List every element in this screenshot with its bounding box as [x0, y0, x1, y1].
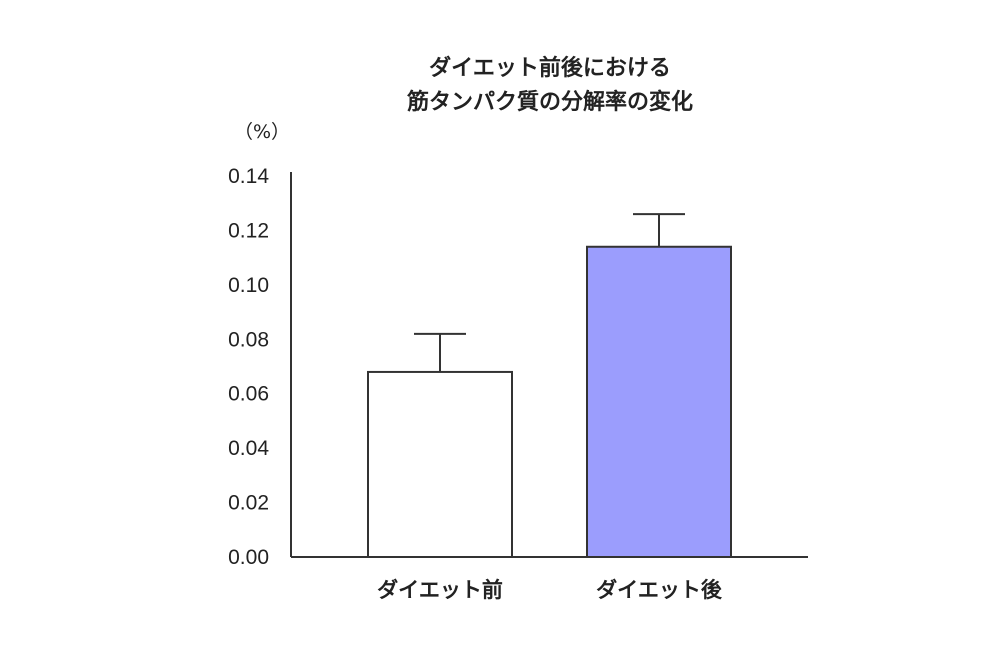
- y-tick-label: 0.00: [228, 546, 269, 569]
- chart-title: ダイエット前後における 筋タンパク質の分解率の変化: [300, 52, 800, 120]
- y-tick-label: 0.08: [228, 328, 269, 351]
- y-tick-label: 0.14: [228, 165, 269, 188]
- x-axis-labels: ダイエット前 ダイエット後: [377, 578, 723, 602]
- y-tick-label: 0.06: [228, 383, 269, 406]
- y-axis-ticks: 0.00 0.02 0.04 0.06 0.08 0.10 0.12 0.14: [228, 165, 269, 569]
- chart-title-line-1: ダイエット前後における: [429, 56, 671, 81]
- bars: [367, 213, 732, 559]
- y-tick-label: 0.12: [228, 219, 269, 242]
- x-category-label: ダイエット前: [377, 578, 503, 602]
- chart-title-line-2: 筋タンパク質の分解率の変化: [406, 90, 693, 115]
- bar: [367, 370, 513, 559]
- bar: [586, 245, 732, 558]
- y-tick-label: 0.10: [228, 274, 269, 297]
- y-axis-unit-label: （%）: [234, 121, 290, 143]
- y-tick-label: 0.04: [228, 437, 269, 460]
- x-category-label: ダイエット後: [596, 578, 723, 602]
- y-tick-label: 0.02: [228, 492, 269, 515]
